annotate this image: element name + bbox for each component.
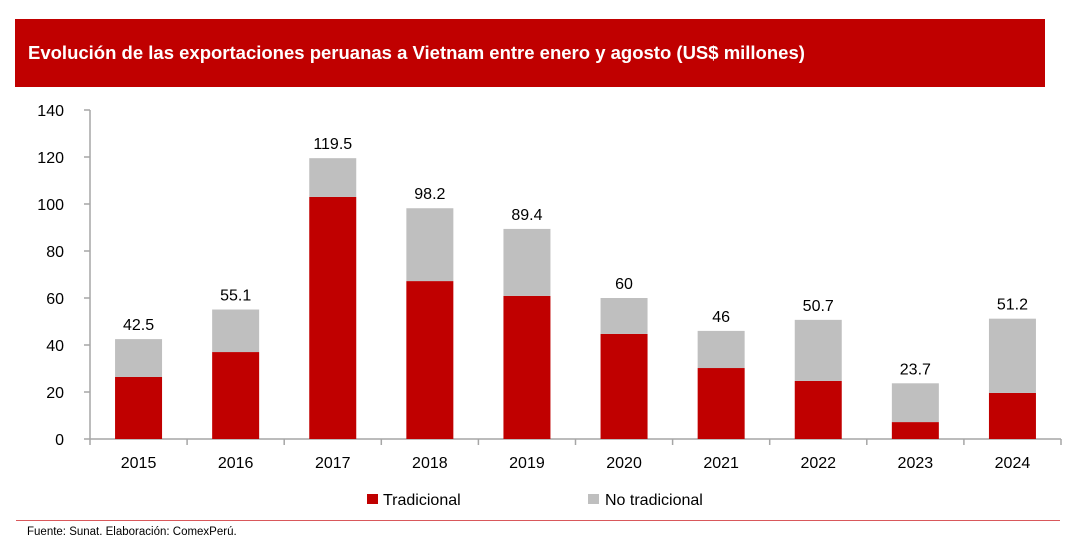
bar-segment-tradicional bbox=[600, 333, 648, 439]
bar-segment-no-tradicional bbox=[212, 309, 260, 353]
y-axis: 0 20 40 60 80 100 120 140 bbox=[37, 103, 91, 449]
y-tick-label: 100 bbox=[37, 197, 64, 214]
source-note: Fuente: Sunat. Elaboración: ComexPerú. bbox=[27, 526, 237, 538]
legend-swatch-no-tradicional bbox=[588, 494, 599, 504]
x-tick-label: 2021 bbox=[703, 455, 739, 472]
bar-segment-tradicional bbox=[891, 422, 939, 439]
x-tick-label: 2020 bbox=[606, 455, 642, 472]
y-tick-label: 140 bbox=[37, 103, 64, 120]
bar-segment-no-tradicional bbox=[794, 319, 842, 381]
legend-label-tradicional: Tradicional bbox=[383, 492, 461, 509]
x-tick-label: 2023 bbox=[898, 455, 934, 472]
chart-title: Evolución de las exportaciones peruanas … bbox=[28, 42, 805, 63]
x-tick-label: 2018 bbox=[412, 455, 448, 472]
bars bbox=[115, 158, 1036, 439]
bar-segment-no-tradicional bbox=[600, 298, 648, 334]
total-data-label: 50.7 bbox=[803, 298, 834, 315]
x-tick-label: 2017 bbox=[315, 455, 351, 472]
bar-segment-tradicional bbox=[115, 376, 163, 439]
bar-segment-tradicional bbox=[406, 281, 454, 439]
total-data-label: 46 bbox=[712, 309, 730, 326]
bar-segment-no-tradicional bbox=[988, 318, 1036, 393]
total-data-label: 119.5 bbox=[313, 136, 352, 153]
y-tick-label: 80 bbox=[46, 244, 64, 261]
total-data-label: 51.2 bbox=[997, 297, 1028, 314]
bar-segment-no-tradicional bbox=[697, 330, 745, 369]
y-tick-label: 40 bbox=[46, 338, 64, 355]
bar-segment-tradicional bbox=[988, 392, 1036, 439]
x-tick-label: 2016 bbox=[218, 455, 254, 472]
y-tick-label: 20 bbox=[46, 385, 64, 402]
total-data-label: 60 bbox=[615, 276, 633, 293]
y-tick-label: 0 bbox=[55, 432, 64, 449]
bar-segment-tradicional bbox=[503, 295, 551, 439]
y-tick-label: 120 bbox=[37, 150, 64, 167]
footer-separator bbox=[16, 520, 1060, 521]
total-data-label: 42.5 bbox=[123, 317, 154, 334]
bar-segment-tradicional bbox=[794, 380, 842, 439]
bar-segment-tradicional bbox=[697, 368, 745, 439]
total-data-label: 89.4 bbox=[511, 207, 542, 224]
bar-segment-no-tradicional bbox=[503, 228, 551, 296]
x-axis: 2015 2016 2017 2018 2019 2020 2021 2022 2023 2024 bbox=[89, 438, 1062, 472]
chart-title-bar: Evolución de las exportaciones peruanas … bbox=[15, 19, 1045, 87]
x-tick-label: 2022 bbox=[800, 455, 836, 472]
x-tick-label: 2019 bbox=[509, 455, 545, 472]
bar-segment-tradicional bbox=[212, 352, 260, 439]
y-tick-label: 60 bbox=[46, 291, 64, 308]
bar-segment-no-tradicional bbox=[115, 339, 163, 377]
x-tick-label: 2024 bbox=[995, 455, 1031, 472]
legend-swatch-tradicional bbox=[367, 494, 378, 504]
bar-segment-no-tradicional bbox=[406, 208, 454, 282]
bar-segment-no-tradicional bbox=[309, 158, 357, 197]
bar-segment-tradicional bbox=[309, 196, 357, 439]
x-tick-label: 2015 bbox=[121, 455, 157, 472]
total-data-label: 98.2 bbox=[414, 186, 445, 203]
total-data-label: 55.1 bbox=[220, 288, 251, 305]
bar-segment-no-tradicional bbox=[891, 383, 939, 423]
legend-label-no-tradicional: No tradicional bbox=[605, 492, 703, 509]
data-labels: 42.5 55.1 119.5 98.2 89.4 60 46 50.7 23.7 51.2 bbox=[123, 136, 1028, 378]
legend: Tradicional No tradicional bbox=[367, 492, 703, 509]
total-data-label: 23.7 bbox=[900, 361, 931, 378]
